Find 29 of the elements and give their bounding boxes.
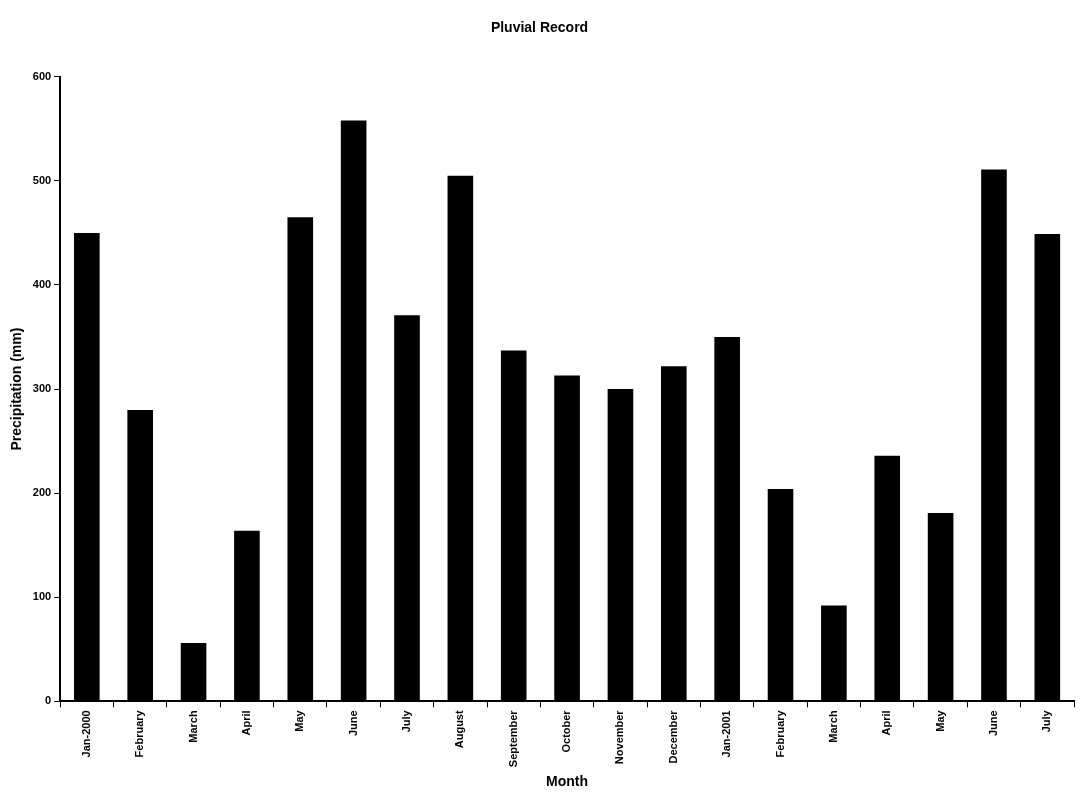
y-tick-label: 100 xyxy=(32,590,52,603)
x-tick-label: December xyxy=(666,709,679,764)
x-tick-label: June xyxy=(986,710,999,737)
x-tick-label: February xyxy=(133,709,146,758)
x-tick-label: April xyxy=(880,710,893,736)
x-tick-label: February xyxy=(773,709,786,758)
x-tick-label: May xyxy=(933,709,946,732)
y-tick-label: 0 xyxy=(45,694,52,707)
chart-title: Pluvial Record xyxy=(490,19,589,36)
x-tick-label: March xyxy=(826,710,839,743)
x-tick-label: July xyxy=(1040,709,1053,733)
x-tick-label: March xyxy=(186,710,199,743)
y-tick-label: 500 xyxy=(32,173,52,186)
x-tick-label: July xyxy=(400,709,413,733)
y-tick-label: 400 xyxy=(32,278,52,291)
y-tick-label: 200 xyxy=(32,486,52,499)
x-tick-label: June xyxy=(346,710,359,737)
y-axis-title: Precipitation (mm) xyxy=(8,327,25,451)
x-tick-label: Jan-2000 xyxy=(79,710,92,758)
y-tick-label: 300 xyxy=(32,382,52,395)
y-tick-label: 600 xyxy=(32,69,52,82)
x-tick-label: April xyxy=(239,710,252,736)
x-tick-label: August xyxy=(453,710,466,749)
x-tick-label: November xyxy=(613,709,626,765)
x-axis-title: Month xyxy=(546,773,589,790)
x-tick-label: September xyxy=(506,709,519,768)
x-tick-label: Jan-2001 xyxy=(720,710,733,758)
x-tick-label: May xyxy=(293,709,306,732)
x-tick-label: October xyxy=(560,709,573,753)
